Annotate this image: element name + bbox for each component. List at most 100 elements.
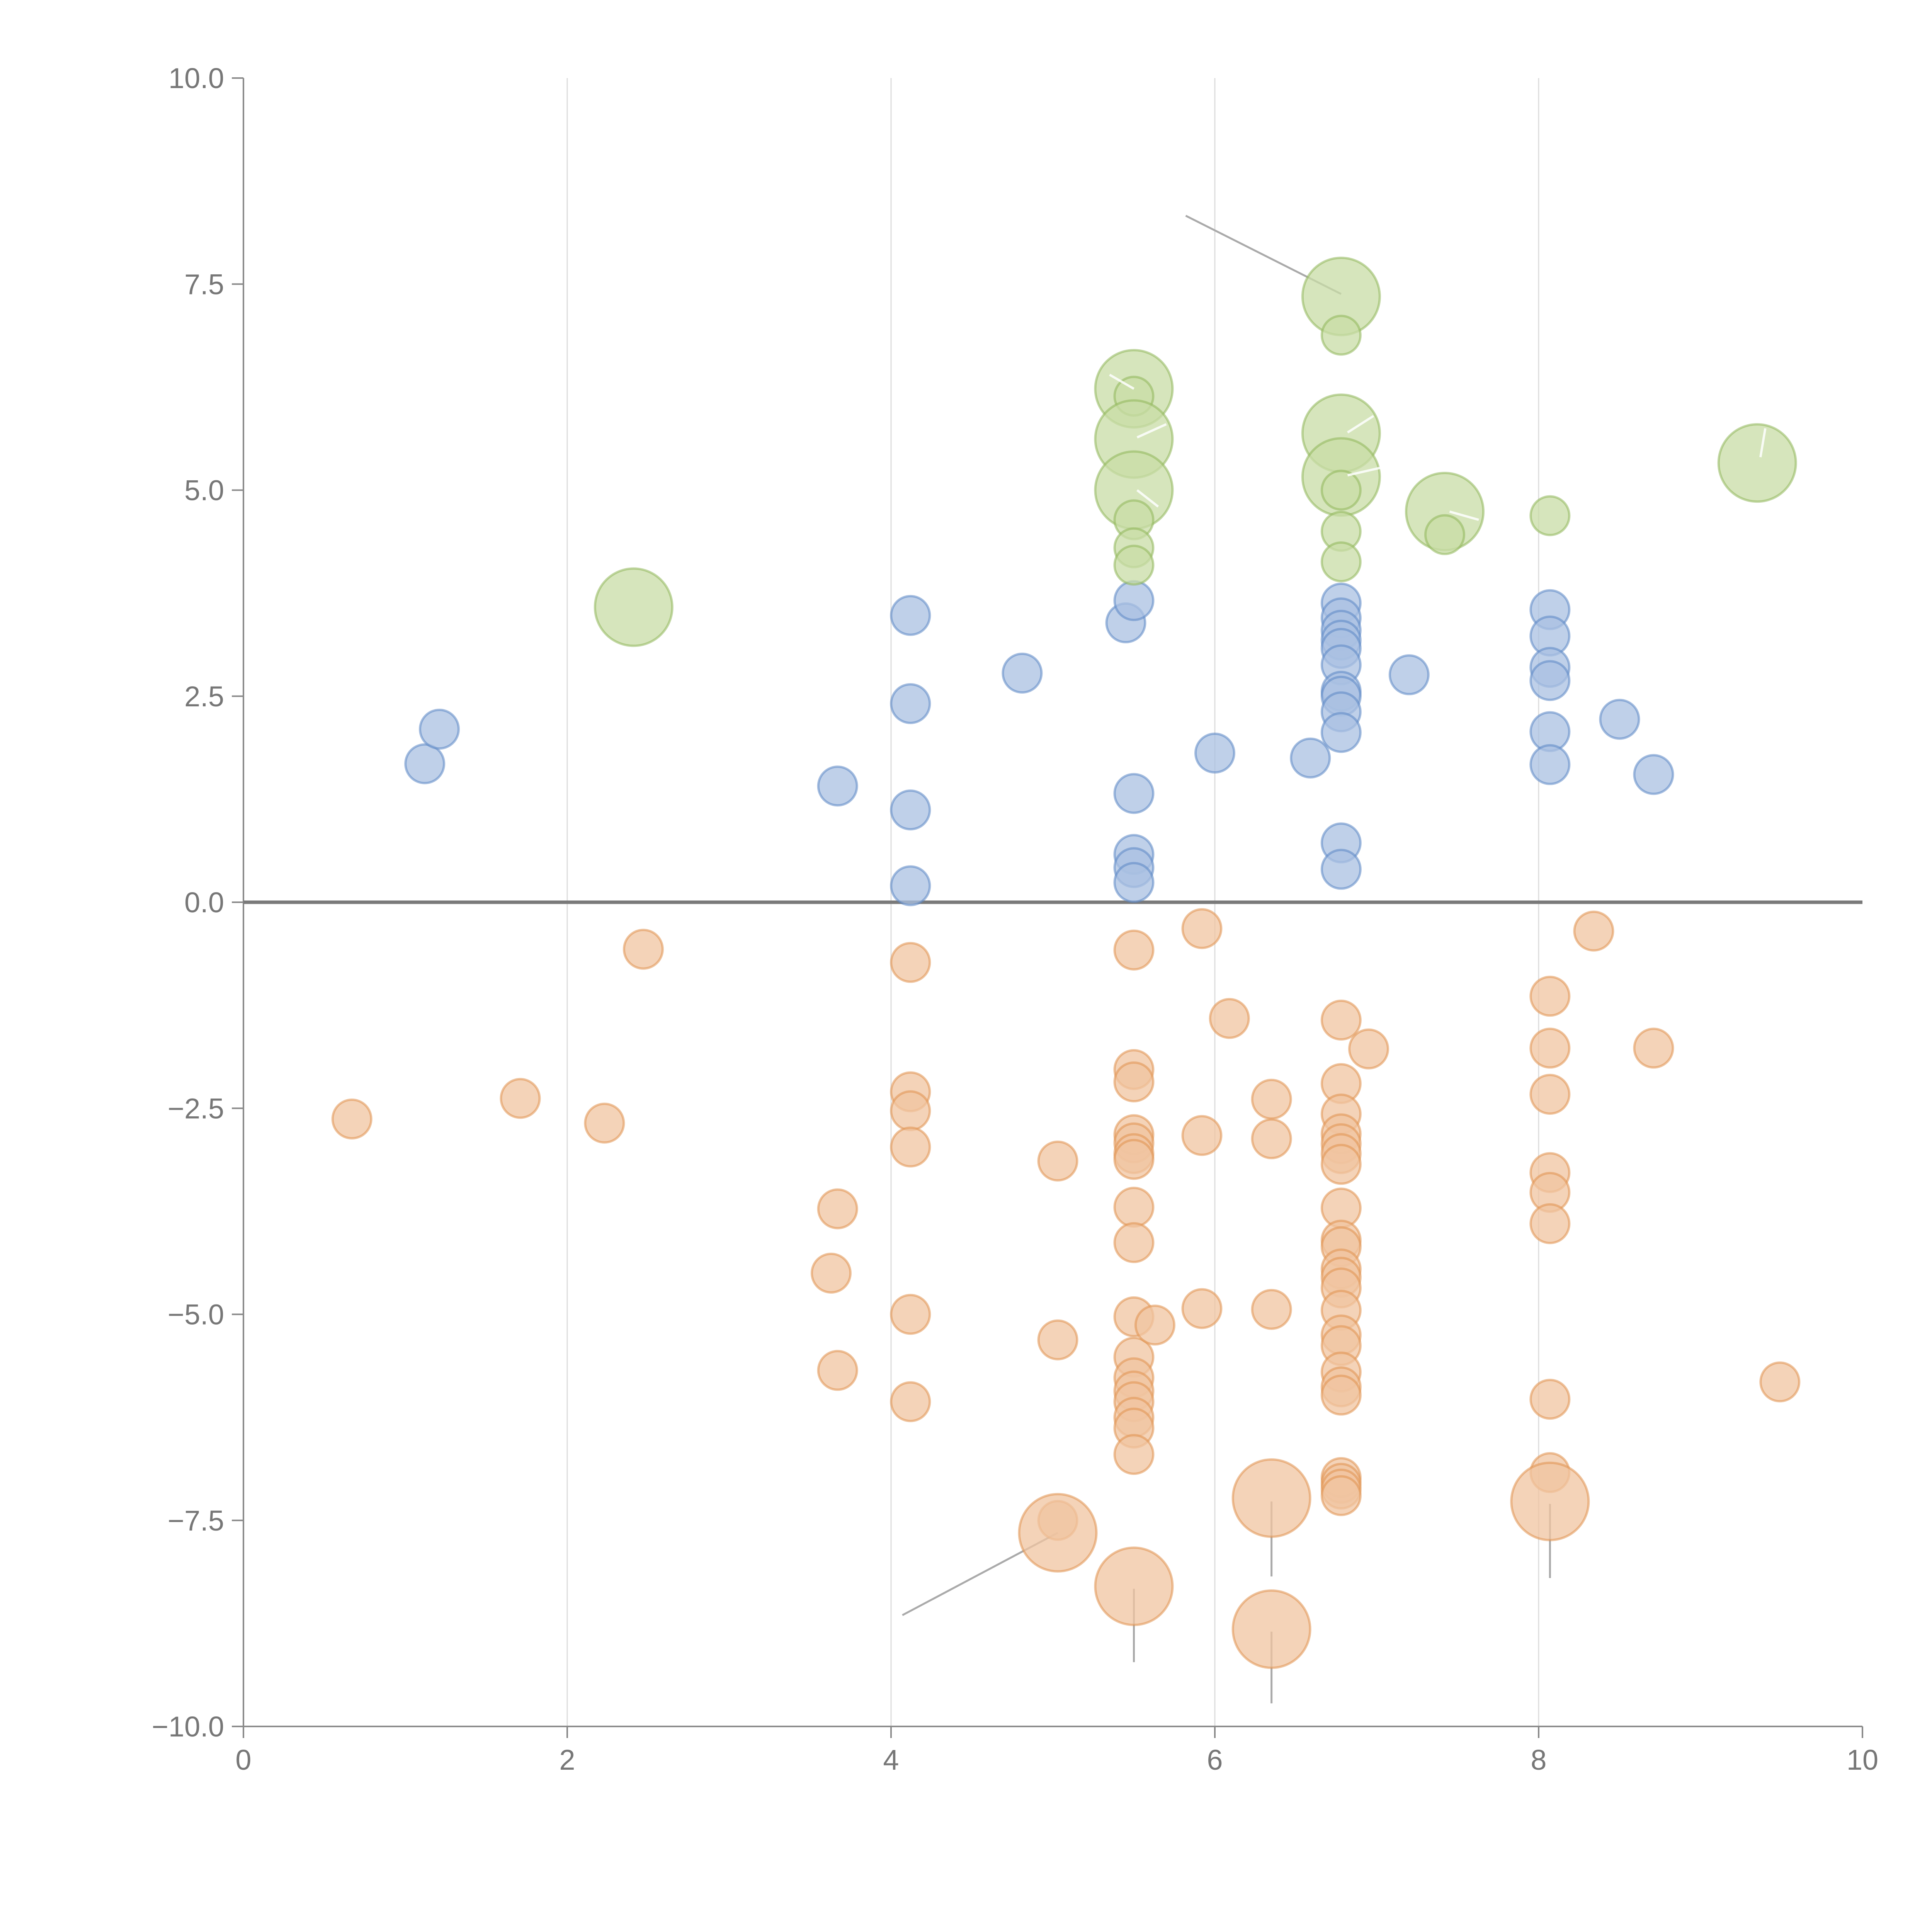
point-orange bbox=[1759, 1361, 1801, 1403]
point-orange bbox=[890, 1381, 931, 1422]
point-orange bbox=[1231, 1458, 1311, 1538]
series-green bbox=[594, 257, 1797, 647]
point-green bbox=[1320, 541, 1362, 583]
point-orange bbox=[1113, 1061, 1155, 1102]
point-blue bbox=[817, 765, 858, 807]
point-orange bbox=[331, 1098, 372, 1139]
highlight-line bbox=[1449, 510, 1479, 521]
point-green bbox=[594, 567, 673, 647]
point-orange bbox=[1113, 1139, 1155, 1180]
point-orange bbox=[1320, 1000, 1362, 1041]
y-tick-label: 5.0 bbox=[184, 474, 224, 507]
point-orange bbox=[1113, 1187, 1155, 1228]
y-tick-label: 2.5 bbox=[184, 680, 224, 713]
point-green bbox=[1529, 495, 1571, 536]
point-orange bbox=[1320, 1475, 1362, 1516]
point-orange bbox=[890, 942, 931, 983]
point-orange bbox=[1510, 1461, 1590, 1541]
highlight-line bbox=[1136, 489, 1159, 508]
series-blue bbox=[404, 580, 1674, 906]
y-tick-label: −5.0 bbox=[168, 1299, 224, 1331]
point-orange bbox=[1529, 1073, 1571, 1115]
point-orange bbox=[1113, 1222, 1155, 1263]
point-blue bbox=[1320, 712, 1362, 753]
point-blue bbox=[1113, 773, 1155, 814]
point-blue bbox=[1599, 699, 1640, 740]
highlight-lines bbox=[1109, 374, 1767, 521]
point-orange bbox=[1529, 976, 1571, 1017]
point-orange bbox=[1134, 1304, 1175, 1346]
point-blue bbox=[890, 865, 931, 906]
point-blue bbox=[890, 683, 931, 724]
point-orange bbox=[1573, 910, 1614, 952]
point-blue bbox=[890, 595, 931, 636]
point-orange bbox=[1018, 1493, 1098, 1573]
y-axis-ticks: 10.0 7.5 5.0 2.5 0.0 −2.5 −5.0 −7.5 −10.0 bbox=[152, 62, 243, 1743]
point-orange bbox=[890, 1126, 931, 1168]
x-tick-label: 0 bbox=[235, 1744, 251, 1776]
highlight-line bbox=[1759, 428, 1767, 457]
y-tick-label: 7.5 bbox=[184, 268, 224, 300]
point-orange bbox=[1037, 1319, 1078, 1361]
point-blue bbox=[1633, 754, 1674, 795]
point-orange bbox=[1633, 1027, 1674, 1069]
point-orange bbox=[1094, 1546, 1174, 1626]
y-tick-label: −2.5 bbox=[168, 1092, 224, 1124]
point-green bbox=[1424, 514, 1465, 555]
point-orange bbox=[1181, 1288, 1223, 1329]
point-orange bbox=[500, 1078, 541, 1119]
y-tick-label: −7.5 bbox=[168, 1505, 224, 1537]
point-orange bbox=[1320, 1144, 1362, 1185]
y-tick-label: 0.0 bbox=[184, 886, 224, 918]
point-orange bbox=[1181, 1115, 1223, 1156]
point-orange bbox=[1529, 1203, 1571, 1244]
point-orange bbox=[817, 1350, 858, 1391]
point-blue bbox=[1002, 653, 1043, 694]
point-orange bbox=[817, 1188, 858, 1230]
series-orange bbox=[331, 908, 1801, 1669]
point-green bbox=[1320, 315, 1362, 356]
point-green bbox=[1113, 544, 1155, 586]
x-tick-label: 2 bbox=[559, 1744, 575, 1776]
point-orange bbox=[1251, 1289, 1292, 1330]
point-orange bbox=[890, 1090, 931, 1131]
point-blue bbox=[1290, 737, 1331, 779]
point-blue bbox=[1529, 744, 1571, 785]
point-blue bbox=[890, 789, 931, 831]
point-orange bbox=[1181, 908, 1223, 949]
x-tick-label: 8 bbox=[1531, 1744, 1546, 1776]
point-orange bbox=[1231, 1589, 1311, 1669]
highlight-line bbox=[1347, 415, 1374, 434]
point-orange bbox=[1529, 1027, 1571, 1069]
point-orange bbox=[1529, 1379, 1571, 1420]
point-blue bbox=[1113, 580, 1155, 621]
point-orange bbox=[1113, 1434, 1155, 1475]
point-orange bbox=[890, 1294, 931, 1335]
point-green bbox=[1717, 423, 1797, 503]
point-orange bbox=[622, 929, 664, 970]
leader-lines bbox=[902, 214, 1551, 1704]
point-blue bbox=[1529, 660, 1571, 701]
x-tick-label: 6 bbox=[1207, 1744, 1223, 1776]
point-orange bbox=[1209, 998, 1250, 1039]
x-axis-ticks: 0 2 4 6 8 10 bbox=[235, 1726, 1878, 1776]
point-orange bbox=[584, 1102, 625, 1144]
point-orange bbox=[1348, 1028, 1389, 1070]
y-tick-label: 10.0 bbox=[168, 62, 224, 94]
point-blue bbox=[1194, 732, 1235, 774]
highlight-line bbox=[1347, 466, 1381, 477]
point-orange bbox=[810, 1252, 852, 1294]
y-tick-label: −10.0 bbox=[152, 1711, 224, 1743]
x-tick-label: 4 bbox=[883, 1744, 899, 1776]
point-orange bbox=[1251, 1078, 1292, 1120]
point-blue bbox=[1113, 862, 1155, 903]
point-orange bbox=[1113, 929, 1155, 971]
point-blue bbox=[404, 743, 446, 784]
point-orange bbox=[1251, 1118, 1292, 1160]
highlight-line bbox=[1136, 423, 1167, 439]
point-blue bbox=[1388, 654, 1430, 696]
point-blue bbox=[418, 709, 460, 750]
point-green bbox=[1320, 469, 1362, 511]
point-blue bbox=[1320, 849, 1362, 890]
